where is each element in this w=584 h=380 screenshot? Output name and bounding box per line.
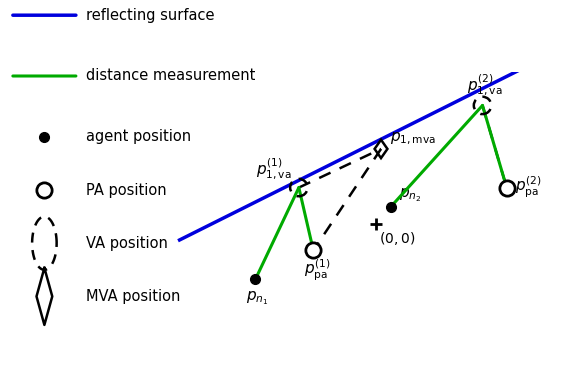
- Text: PA position: PA position: [86, 182, 167, 198]
- Text: MVA position: MVA position: [86, 289, 181, 304]
- Text: $p_{\mathrm{pa}}^{(1)}$: $p_{\mathrm{pa}}^{(1)}$: [304, 258, 331, 283]
- Text: $p_{\mathrm{pa}}^{(2)}$: $p_{\mathrm{pa}}^{(2)}$: [515, 175, 542, 200]
- Text: distance measurement: distance measurement: [86, 68, 256, 84]
- Text: $p_{1,\mathrm{va}}^{(2)}$: $p_{1,\mathrm{va}}^{(2)}$: [467, 73, 503, 98]
- Text: $p_{1,\mathrm{mva}}$: $p_{1,\mathrm{mva}}$: [390, 130, 436, 147]
- Text: $(0,0)$: $(0,0)$: [378, 230, 415, 247]
- Text: $p_{1,\mathrm{va}}^{(1)}$: $p_{1,\mathrm{va}}^{(1)}$: [256, 157, 291, 182]
- Text: $p_{n_2}$: $p_{n_2}$: [399, 187, 422, 204]
- Text: VA position: VA position: [86, 236, 168, 251]
- Text: $p_{n_1}$: $p_{n_1}$: [246, 289, 269, 307]
- Text: agent position: agent position: [86, 129, 192, 144]
- Text: reflecting surface: reflecting surface: [86, 8, 215, 23]
